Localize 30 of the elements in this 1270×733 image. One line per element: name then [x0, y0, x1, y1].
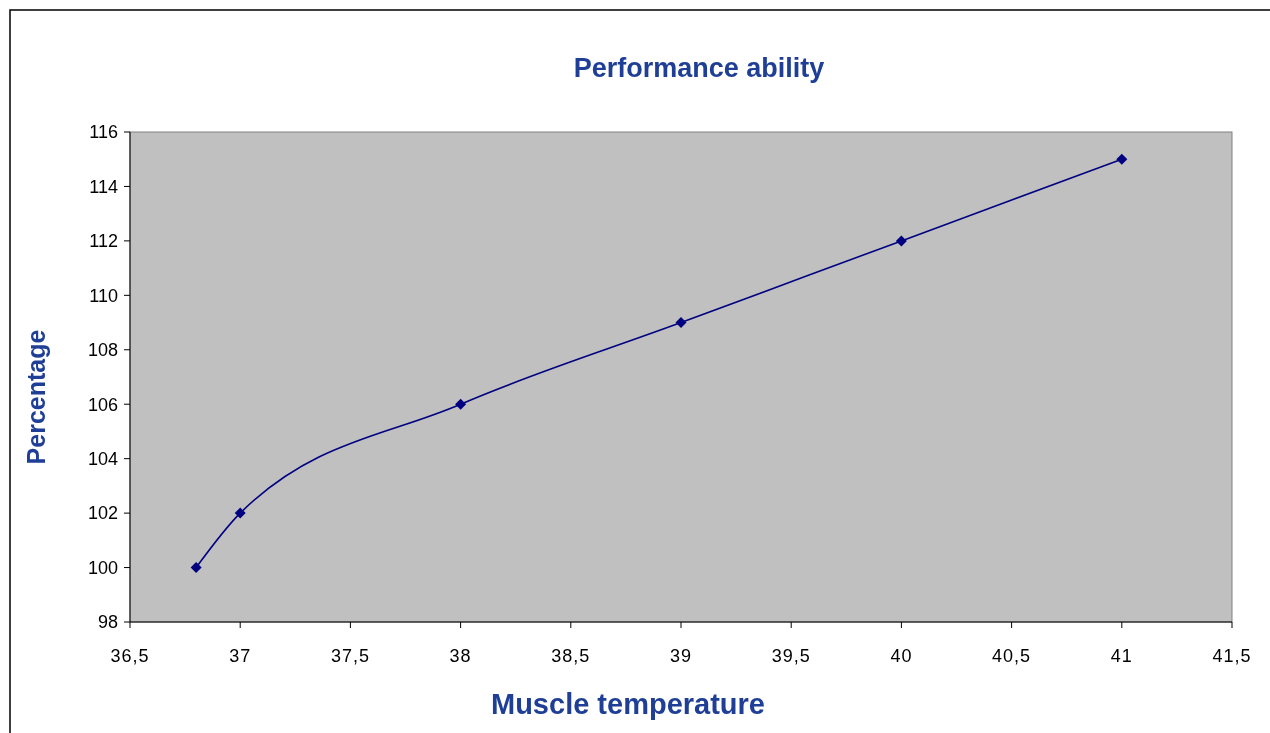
y-tick-label: 98: [97, 612, 118, 633]
point: [190, 562, 202, 574]
x-tick-label: 37: [229, 646, 252, 666]
chart-title: Performance ability: [573, 53, 825, 83]
point: [895, 235, 907, 247]
y-tick-label: 104: [87, 448, 118, 469]
x-axis-title: Muscle temperature: [491, 688, 765, 720]
x-tick-label: 38,5: [551, 646, 591, 666]
point: [675, 317, 687, 329]
x-tick-label: 36,5: [110, 646, 150, 666]
x-tick-label: 40: [890, 646, 913, 666]
x-tick-label: 41,5: [1212, 646, 1252, 666]
x-tick-label: 40,5: [992, 646, 1032, 666]
y-axis-title: Percentage: [22, 329, 50, 465]
y-tick-label: 114: [89, 176, 118, 197]
x-tick-label: 37,5: [330, 646, 370, 666]
x-tick-label: 41: [1110, 646, 1133, 666]
y-tick-label: 102: [87, 503, 118, 524]
y-tick-label: 100: [87, 557, 118, 578]
x-tick-label: 38: [449, 646, 472, 666]
y-tick-label: 112: [89, 231, 118, 252]
y-tick-label: 116: [89, 122, 118, 143]
point: [234, 507, 246, 519]
y-tick-label: 108: [87, 340, 118, 361]
x-tick-label: 39,5: [771, 646, 811, 666]
point: [1116, 153, 1128, 165]
y-tick-label: 106: [87, 394, 118, 415]
point: [455, 398, 467, 410]
x-tick-label: 39: [669, 646, 693, 666]
y-tick-label: 110: [89, 285, 118, 306]
